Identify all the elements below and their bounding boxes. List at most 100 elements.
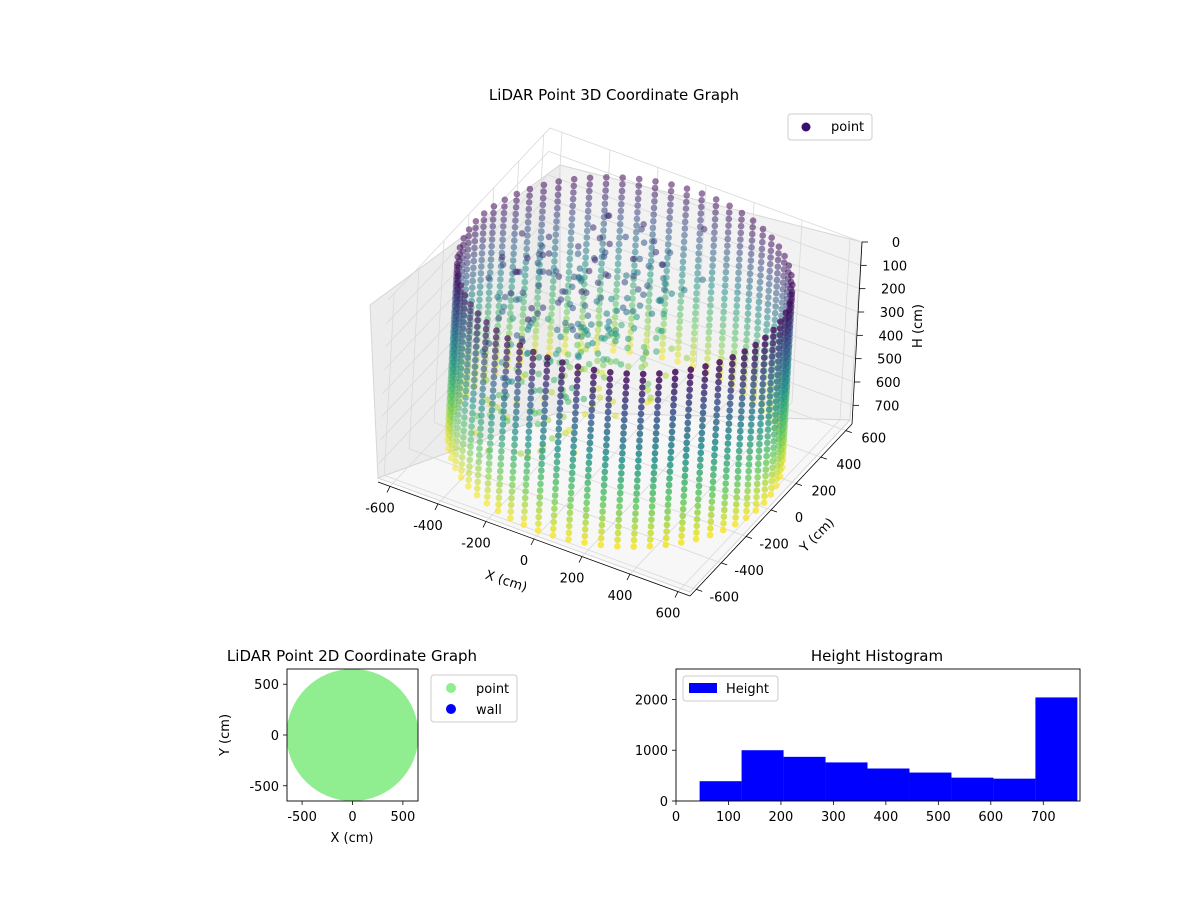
lidar-point <box>736 249 743 257</box>
lidar-point <box>462 387 470 395</box>
lidar-point <box>589 386 597 394</box>
x-tick-label-3d: 200 <box>560 572 585 587</box>
lidar-point <box>604 422 611 429</box>
lidar-point <box>513 197 520 204</box>
x-tick-label-3d: -200 <box>461 536 491 551</box>
point-cloud <box>444 174 796 550</box>
lidar-point <box>550 518 557 526</box>
lidar-point <box>588 413 595 420</box>
lidar-point <box>748 244 755 251</box>
lidar-point <box>485 302 492 310</box>
lidar-point <box>586 446 593 453</box>
lidar-point <box>664 514 671 522</box>
lidar-point <box>476 296 483 304</box>
lidar-point <box>457 282 465 290</box>
y-tick-label-hist: 2000 <box>635 693 668 708</box>
x-tick-label-2d: -500 <box>287 810 317 825</box>
lidar-point <box>556 405 564 413</box>
lidar-point <box>538 454 546 461</box>
lidar-point <box>781 252 788 260</box>
lidar-point <box>470 376 478 384</box>
lidar-point <box>771 424 778 432</box>
lidar-point <box>534 420 542 428</box>
point-disk <box>287 669 418 801</box>
lidar-point <box>582 519 589 526</box>
lidar-point <box>681 231 688 239</box>
lidar-point <box>500 401 508 409</box>
lidar-point <box>566 509 574 517</box>
lidar-point <box>747 428 755 435</box>
lidar-point <box>781 329 788 337</box>
lidar-point <box>738 408 745 415</box>
lidar-point <box>744 481 752 488</box>
z-tick-label-3d: 600 <box>876 376 901 391</box>
lidar-point <box>553 465 560 473</box>
lidar-point <box>574 363 582 371</box>
lidar-point <box>642 349 650 356</box>
lidar-point <box>474 471 482 479</box>
lidar-point <box>545 250 553 257</box>
lidar-point <box>644 317 652 325</box>
lidar-point <box>596 234 604 242</box>
lidar-point <box>634 470 641 478</box>
lidar-point <box>479 392 486 399</box>
lidar-point <box>683 185 691 192</box>
lidar-point <box>786 300 793 308</box>
lidar-point <box>667 201 674 208</box>
lidar-point <box>691 316 699 324</box>
lidar-point <box>734 474 742 482</box>
lidar-point <box>478 398 486 406</box>
lidar-point <box>679 519 686 526</box>
lidar-point <box>570 436 578 444</box>
lidar-point <box>768 366 775 374</box>
lidar-point <box>758 394 766 401</box>
lidar-point <box>738 209 746 217</box>
lidar-point <box>735 447 743 455</box>
lidar-point <box>687 366 695 374</box>
lidar-point <box>648 244 656 252</box>
lidar-point <box>570 182 578 190</box>
lidar-point <box>759 374 767 382</box>
lidar-point <box>534 259 542 267</box>
lidar-point <box>570 443 577 450</box>
lidar-point <box>640 291 647 299</box>
grid-line <box>408 266 420 449</box>
lidar-point <box>698 190 706 197</box>
lidar-point <box>535 370 542 378</box>
lidar-point <box>601 374 608 381</box>
lidar-point <box>586 453 593 460</box>
lidar-point <box>712 425 720 433</box>
lidar-point <box>768 484 775 492</box>
lidar-point <box>555 419 563 426</box>
lidar-point <box>709 478 717 486</box>
lidar-point <box>510 461 517 469</box>
lidar-point <box>713 418 720 426</box>
lidar-point <box>490 373 498 381</box>
lidar-point <box>644 380 652 388</box>
lidar-point <box>628 315 635 322</box>
lidar-point <box>482 339 489 346</box>
lidar-point <box>462 286 470 293</box>
lidar-point <box>707 302 714 309</box>
lidar-point <box>519 289 527 297</box>
lidar-point <box>514 388 521 396</box>
lidar-point <box>581 539 588 546</box>
lidar-point <box>501 293 509 301</box>
lidar-point <box>776 325 784 332</box>
lidar-point <box>760 354 768 362</box>
lidar-point <box>582 254 589 261</box>
lidar-point <box>745 467 752 475</box>
lidar-point <box>460 235 468 242</box>
lidar-point <box>555 184 562 192</box>
lidar-point <box>603 174 610 181</box>
lidar-point <box>746 454 753 462</box>
lidar-point <box>711 216 719 223</box>
lidar-point <box>502 361 510 369</box>
lidar-point <box>750 381 757 389</box>
lidar-point <box>490 380 497 388</box>
lidar-point <box>503 355 510 362</box>
lidar-point <box>650 238 658 245</box>
lidar-point <box>473 491 481 499</box>
lidar-point <box>601 193 609 201</box>
lidar-point <box>774 364 782 372</box>
